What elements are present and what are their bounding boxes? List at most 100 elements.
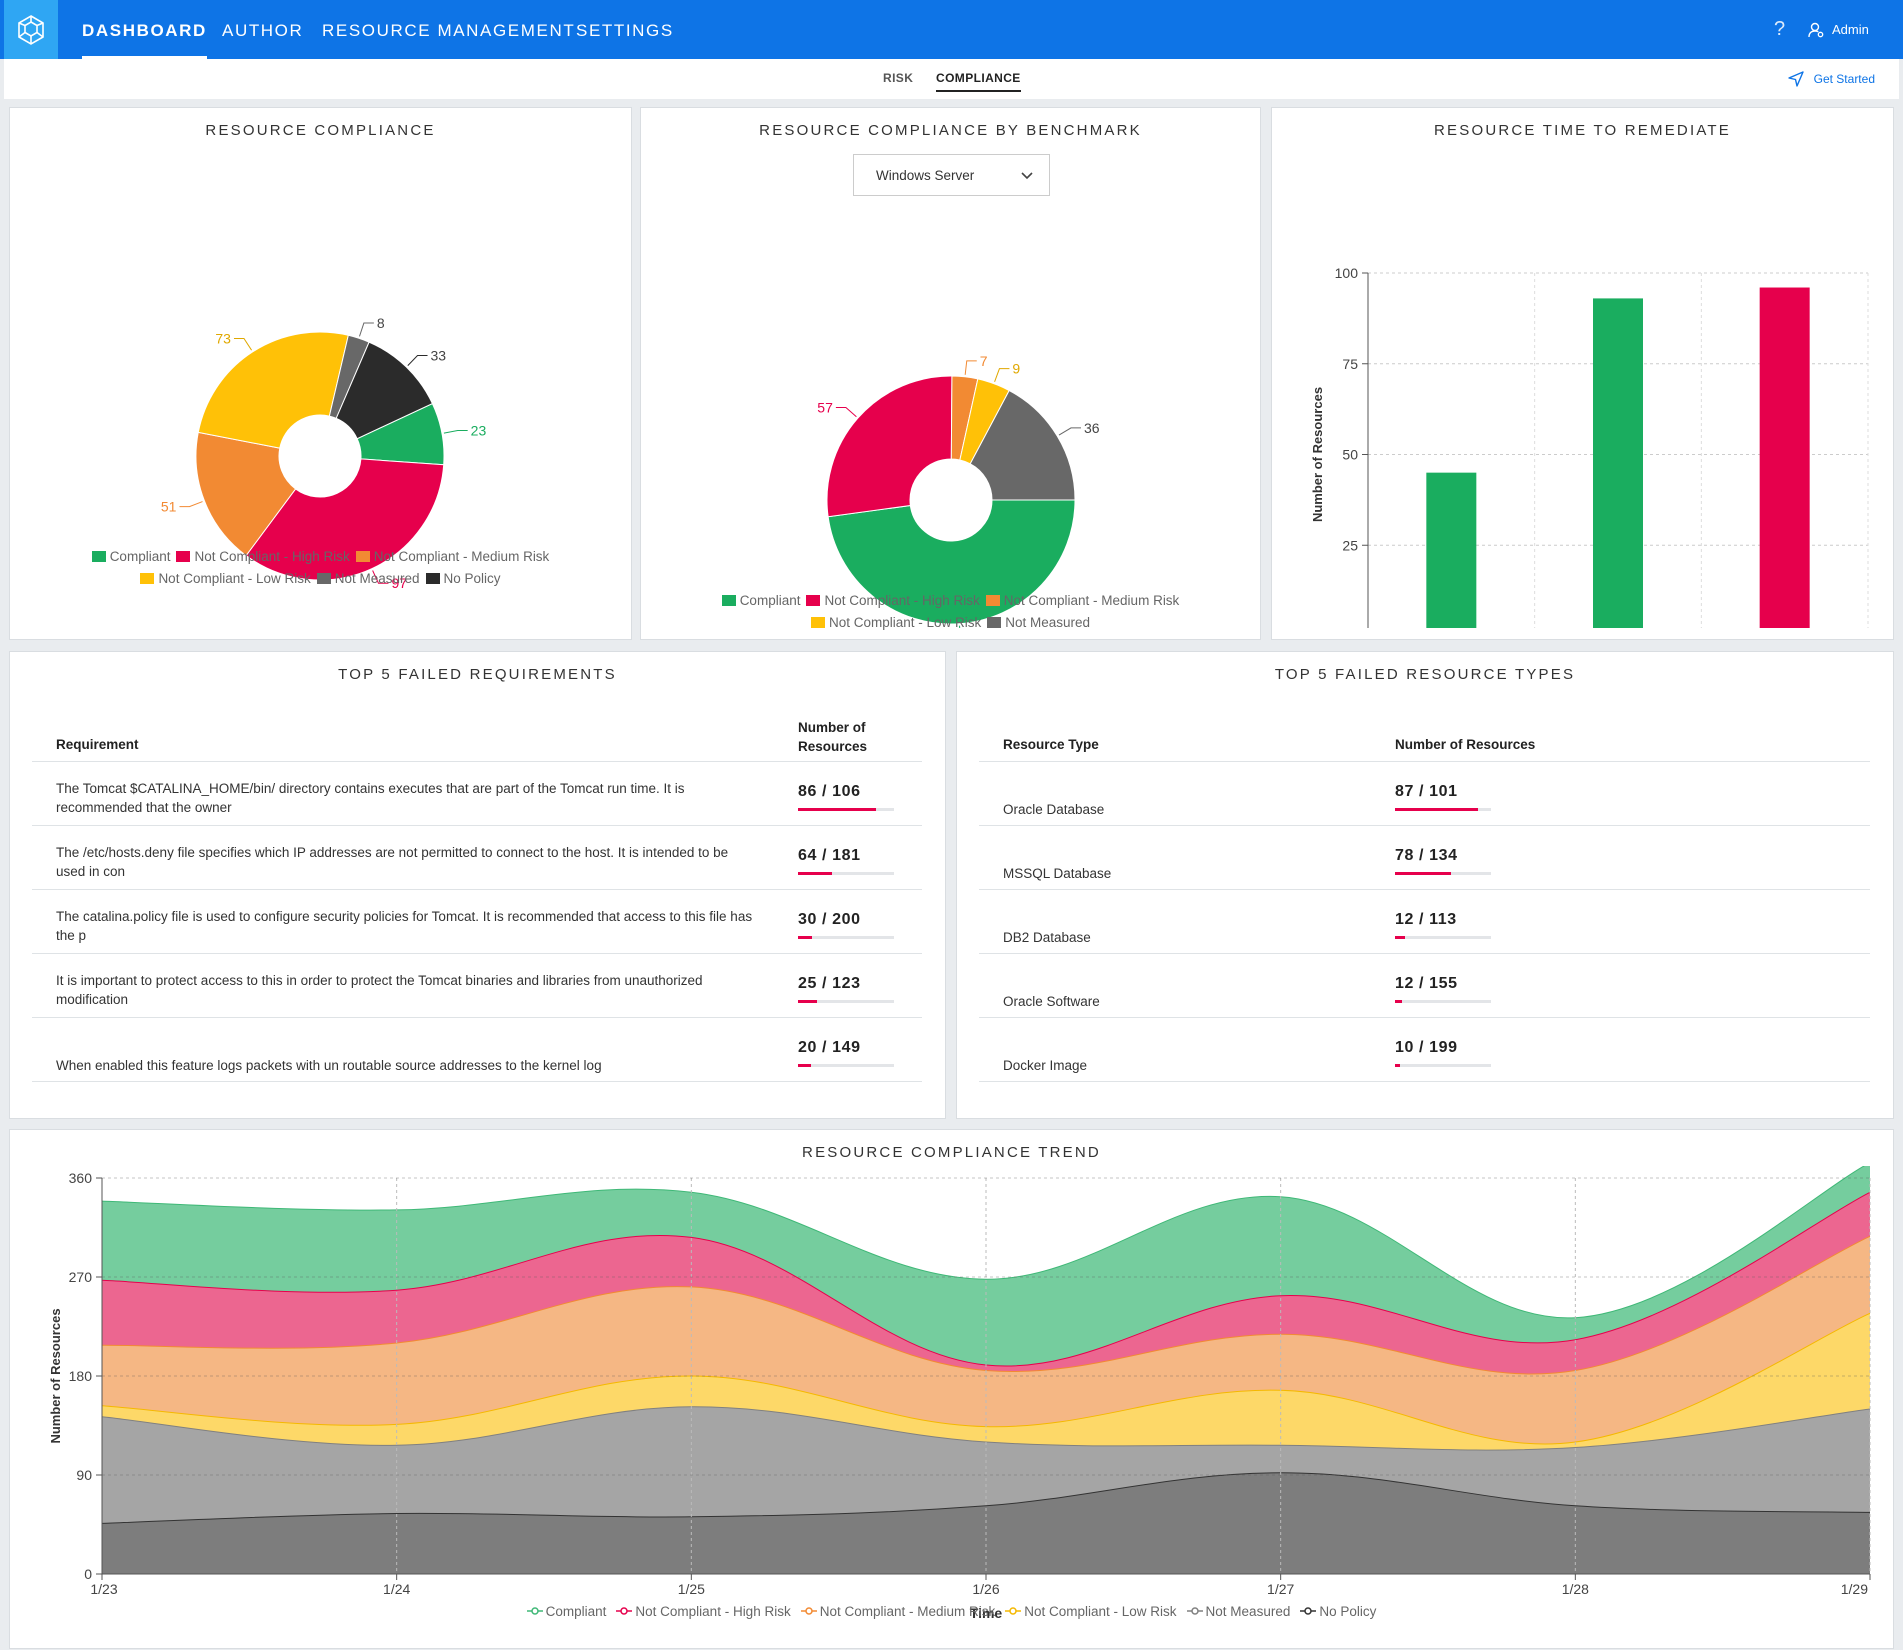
failed-requirements-panel: TOP 5 FAILED REQUIREMENTS Requirement Nu…: [10, 652, 945, 1118]
resource-type-name: DB2 Database: [1003, 930, 1091, 945]
y-tick-label: 75: [1342, 356, 1358, 372]
legend-label: Not Compliant - Medium Risk: [373, 549, 550, 564]
donut-data-label: 9: [1012, 361, 1020, 377]
tab-compliance[interactable]: COMPLIANCE: [936, 71, 1021, 92]
donut-slice-not-compliant-medium-risk[interactable]: [195, 431, 297, 557]
tab-risk[interactable]: RISK: [883, 71, 914, 85]
requirement-text: The /etc/hosts.deny file specifies which…: [56, 845, 729, 879]
legend-item-not-compliant-high-risk[interactable]: Not Compliant - High Risk: [176, 546, 350, 568]
nav-resource-management[interactable]: RESOURCE MANAGEMENT: [322, 21, 576, 40]
legend-item-not-compliant-low-risk[interactable]: Not Compliant - Low Risk: [140, 568, 311, 590]
time-to-remediate-panel: RESOURCE TIME TO REMEDIATE 025507510010m…: [1272, 108, 1893, 639]
y-tick-label: 0: [84, 1566, 92, 1582]
nav-dashboard[interactable]: DASHBOARD: [82, 0, 207, 59]
nav-settings[interactable]: SETTINGS: [576, 21, 674, 40]
legend-item-no-policy[interactable]: No Policy: [425, 568, 501, 590]
benchmark-select[interactable]: Windows Server: [853, 154, 1050, 196]
legend-item-compliant[interactable]: Compliant: [91, 546, 170, 568]
y-tick-label: 360: [69, 1170, 93, 1186]
legend-item-no-policy[interactable]: No Policy: [1300, 1604, 1376, 1619]
x-tick-label: 1/26: [972, 1581, 999, 1597]
resource-compliance-donut-chart: 23 97 51 73 8 33: [161, 315, 487, 591]
panel-title: TOP 5 FAILED REQUIREMENTS: [338, 666, 617, 683]
donut-leader-line: [1058, 427, 1081, 436]
table-row[interactable]: Oracle Software 12 / 155: [979, 954, 1870, 1018]
resource-count: 87 / 101: [1395, 783, 1458, 800]
help-icon[interactable]: ?: [1774, 18, 1786, 40]
legend-item-not-measured[interactable]: Not Measured: [316, 568, 420, 590]
progress-bar-fill: [1395, 808, 1478, 811]
time-to-remediate-bar-chart: 025507510010m-20m100m-300m1d-2dTimeNumbe…: [1310, 265, 1869, 628]
legend-swatch: [91, 551, 106, 562]
legend-item-not-compliant-low-risk[interactable]: Not Compliant - Low Risk: [1005, 1604, 1177, 1619]
benchmark-select-value: Windows Server: [876, 168, 975, 183]
get-started-label: Get Started: [1813, 72, 1875, 86]
donut-slice-not-compliant-low-risk[interactable]: [197, 331, 349, 449]
table-row[interactable]: When enabled this feature logs packets w…: [32, 1018, 922, 1082]
donut-slice-no-policy[interactable]: [335, 341, 434, 440]
get-started-link[interactable]: Get Started: [1787, 71, 1875, 87]
bar-1d-2d[interactable]: [1759, 287, 1810, 628]
donut-leader-line: [407, 355, 428, 366]
app-logo[interactable]: [4, 0, 58, 59]
legend-item-not-compliant-high-risk[interactable]: Not Compliant - High Risk: [806, 590, 980, 612]
donut-slice-not-measured[interactable]: [969, 389, 1076, 501]
y-tick-label: 90: [76, 1467, 92, 1483]
bar-10m-20m[interactable]: [1426, 472, 1477, 628]
legend-label: Compliant: [739, 593, 801, 608]
progress-bar-fill: [798, 936, 813, 939]
donut-leader-line: [233, 337, 252, 351]
legend-label: Not Compliant - Medium Risk: [1003, 593, 1180, 608]
resource-compliance-panel: RESOURCE COMPLIANCE 23 97 51 73 8 33 Complian…: [10, 108, 631, 639]
panel-title: TOP 5 FAILED RESOURCE TYPES: [1274, 666, 1576, 683]
legend-item-not-compliant-medium-risk[interactable]: Not Compliant - Medium Risk: [800, 1604, 995, 1619]
legend-label: Not Compliant - High Risk: [824, 593, 980, 608]
legend-marker: [1005, 1607, 1022, 1615]
x-axis-label: Time: [970, 1605, 1003, 1621]
legend-item-compliant[interactable]: Compliant: [526, 1604, 606, 1619]
nav-author[interactable]: AUTHOR: [222, 21, 304, 40]
bar-100m-300m[interactable]: [1593, 298, 1643, 628]
legend-label: No Policy: [443, 571, 501, 586]
table-row[interactable]: MSSQL Database 78 / 134: [979, 826, 1870, 890]
legend-item-not-compliant-medium-risk[interactable]: Not Compliant - Medium Risk: [985, 590, 1180, 612]
requirement-text: It is important to protect access to thi…: [56, 973, 703, 1007]
y-tick-label: 100: [1335, 265, 1359, 281]
table-row[interactable]: It is important to protect access to thi…: [32, 954, 922, 1018]
panel-title: RESOURCE TIME TO REMEDIATE: [1434, 122, 1731, 139]
legend-marker: [616, 1607, 633, 1615]
area-no-policy[interactable]: [102, 1472, 1870, 1574]
failed-resource-types-panel: TOP 5 FAILED RESOURCE TYPES Resource Typ…: [957, 652, 1893, 1118]
table-row[interactable]: The /etc/hosts.deny file specifies which…: [32, 826, 922, 890]
legend-item-compliant[interactable]: Compliant: [721, 590, 801, 612]
donut-slice-compliant[interactable]: [827, 499, 1076, 625]
progress-bar: [1395, 1064, 1491, 1067]
column-header-count: Number of Resources: [798, 720, 868, 754]
legend-item-not-measured[interactable]: Not Measured: [1186, 1604, 1290, 1619]
legend-item-not-compliant-high-risk[interactable]: Not Compliant - High Risk: [616, 1604, 791, 1619]
y-tick-label: 50: [1342, 447, 1358, 463]
x-tick-label: 1/23: [90, 1581, 117, 1597]
legend-marker: [1300, 1607, 1317, 1615]
legend-item-not-compliant-low-risk[interactable]: Not Compliant - Low Risk: [810, 612, 981, 634]
legend-item-not-measured[interactable]: Not Measured: [987, 612, 1090, 634]
table-row[interactable]: The Tomcat $CATALINA_HOME/bin/ directory…: [32, 762, 922, 826]
legend-label: No Policy: [1319, 1604, 1377, 1619]
legend-label: Not Compliant - Low Risk: [158, 571, 311, 586]
requirement-text: When enabled this feature logs packets w…: [56, 1058, 602, 1073]
progress-bar: [1395, 1000, 1491, 1003]
table-row[interactable]: The catalina.policy file is used to conf…: [32, 890, 922, 954]
y-tick-label: 25: [1342, 537, 1358, 553]
user-menu[interactable]: Admin: [1808, 0, 1869, 59]
progress-bar: [798, 808, 894, 811]
progress-bar: [1395, 808, 1491, 811]
progress-bar: [798, 872, 894, 875]
resource-count: 30 / 200: [798, 911, 861, 928]
table-row[interactable]: Docker Image 10 / 199: [979, 1018, 1870, 1082]
legend-swatch: [721, 595, 736, 606]
table-row[interactable]: Oracle Database 87 / 101: [979, 762, 1870, 826]
donut-slice-not-compliant-high-risk[interactable]: [826, 375, 953, 518]
legend-swatch: [987, 617, 1002, 628]
legend-item-not-compliant-medium-risk[interactable]: Not Compliant - Medium Risk: [355, 546, 550, 568]
table-row[interactable]: DB2 Database 12 / 113: [979, 890, 1870, 954]
